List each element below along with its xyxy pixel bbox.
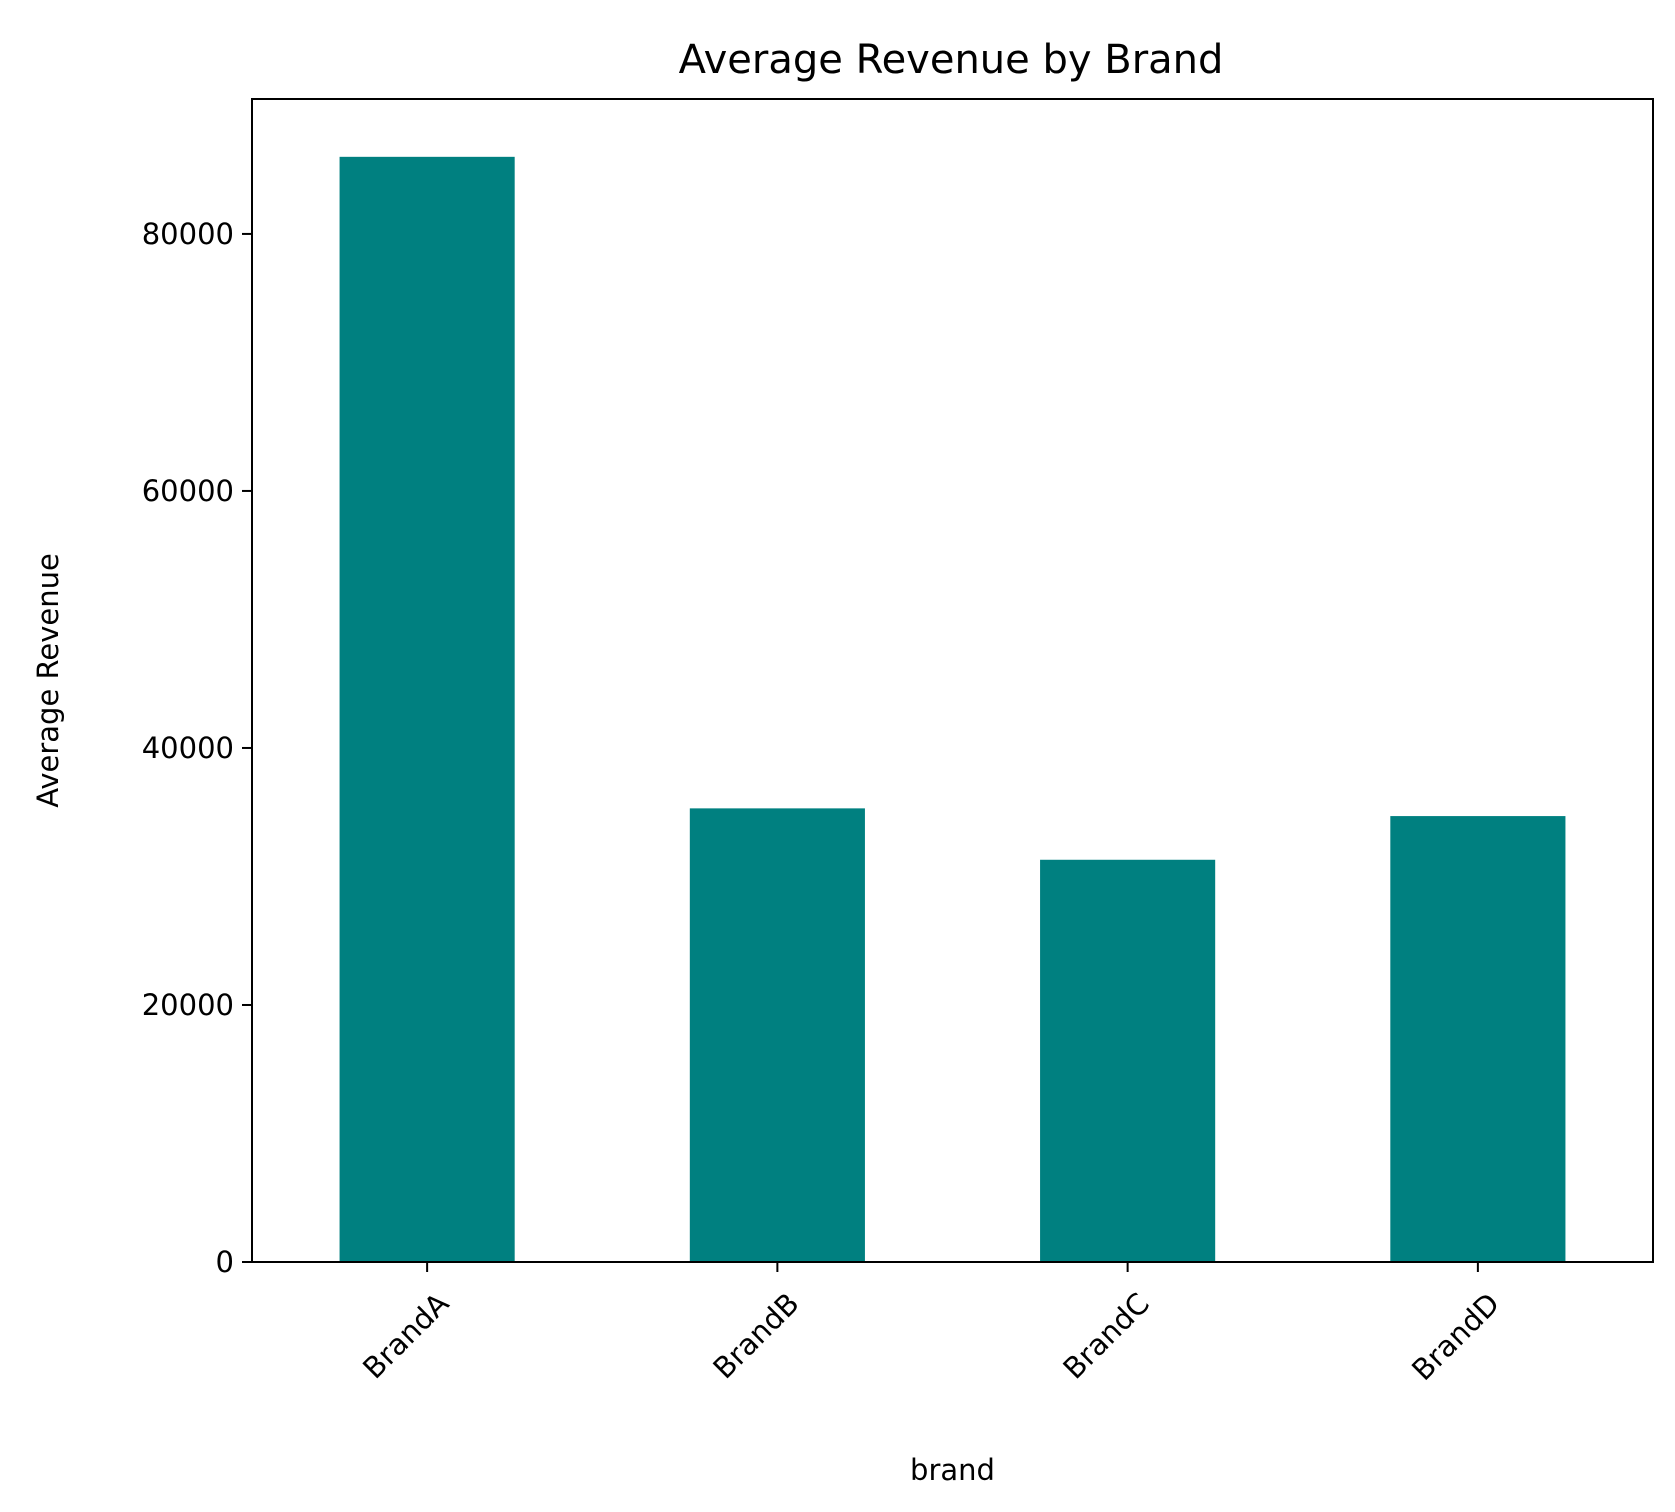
x-tick-label: BrandB [706,1286,805,1385]
x-tick-label: BrandC [1056,1286,1155,1385]
y-tick-label: 40000 [142,731,234,765]
bar-brandd [1390,816,1566,1262]
y-tick-label: 60000 [142,474,234,508]
plot-area-frame [251,98,1654,1263]
bar-brandc [1040,859,1216,1262]
bars-group [339,156,1566,1262]
bar-branda [339,156,515,1262]
y-tick-label: 20000 [142,988,234,1022]
bar-brandb [689,808,865,1262]
y-axis-label: Average Revenue [31,553,65,808]
y-tick-label: 0 [216,1245,234,1279]
x-axis-ticks: BrandA BrandB BrandC BrandD [356,1262,1506,1387]
y-axis-ticks: 0 20000 40000 60000 80000 [142,217,252,1279]
x-tick-label: BrandA [356,1286,455,1385]
x-tick-label: BrandD [1405,1286,1506,1387]
chart-title: Average Revenue by Brand [679,37,1224,83]
x-axis-label: brand [910,1453,995,1487]
y-tick-label: 80000 [142,217,234,251]
